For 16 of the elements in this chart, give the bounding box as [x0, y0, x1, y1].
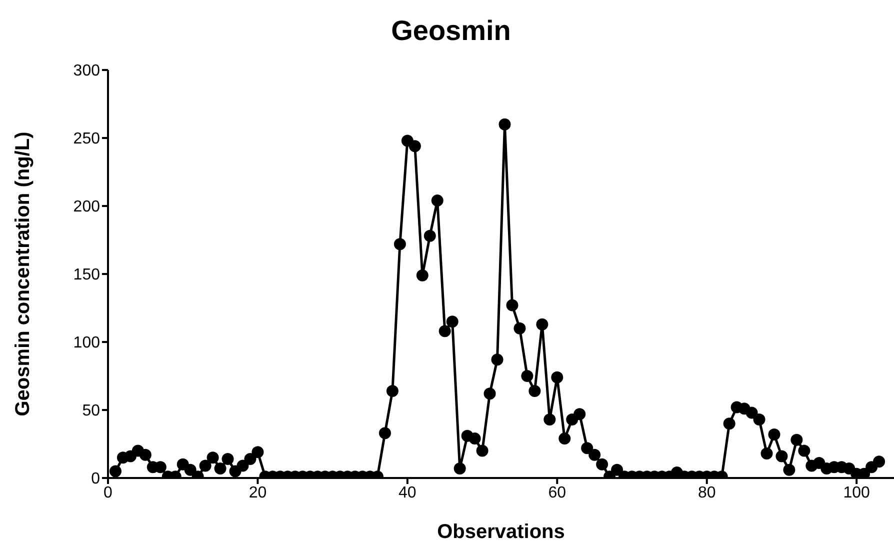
x-tick-label: 20: [248, 484, 267, 502]
y-tick-label: 300: [73, 62, 100, 80]
x-tick-label: 60: [548, 484, 566, 502]
y-tick-label: 0: [91, 470, 100, 488]
y-tick-label: 50: [82, 402, 100, 420]
y-tick-label: 150: [73, 266, 100, 284]
x-tick-label: 100: [843, 484, 870, 502]
x-tick-label: 0: [104, 484, 113, 502]
chart-title: Geosmin: [390, 14, 512, 48]
y-tick-label: 200: [73, 198, 100, 216]
x-axis-title: Observations: [437, 521, 565, 543]
x-tick-label: 40: [398, 484, 416, 502]
x-tick-label: 80: [698, 484, 716, 502]
y-tick-label: 250: [73, 130, 100, 148]
y-axis-title: Geosmin concentration (ng/L): [12, 132, 34, 416]
y-tick-label: 100: [73, 334, 100, 352]
